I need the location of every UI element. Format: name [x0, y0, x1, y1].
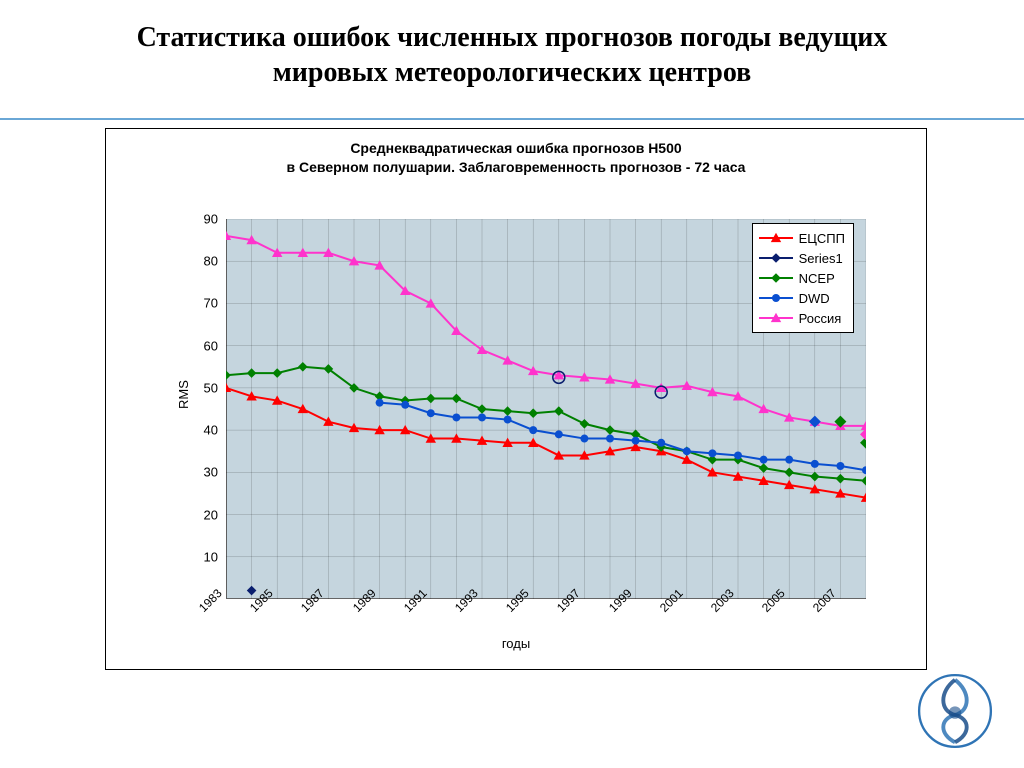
series-marker [323, 416, 333, 425]
y-tick-label: 70 [204, 296, 218, 311]
extra-marker [809, 416, 821, 428]
legend-swatch-icon [759, 231, 793, 245]
series-marker [528, 408, 538, 418]
y-tick-label: 40 [204, 423, 218, 438]
series-marker [707, 467, 717, 476]
series-marker [298, 362, 308, 372]
series-marker [758, 404, 768, 413]
y-tick-label: 90 [204, 212, 218, 227]
y-tick-label: 80 [204, 254, 218, 269]
series-marker [862, 466, 866, 474]
y-tick-label: 10 [204, 549, 218, 564]
legend-label: Россия [799, 311, 842, 326]
series-marker [529, 426, 537, 434]
series-marker [504, 416, 512, 424]
series-marker [810, 472, 820, 482]
series-marker [708, 449, 716, 457]
series-marker [784, 468, 794, 478]
slide-title: Статистика ошибок численных прогнозов по… [80, 20, 944, 90]
series-marker [376, 399, 384, 407]
legend-swatch-icon [759, 311, 793, 325]
legend-label: NCEP [799, 271, 835, 286]
series-marker [734, 451, 742, 459]
series-marker [247, 586, 257, 596]
chart-frame: Среднеквадратическая ошибка прогнозов H5… [105, 128, 927, 670]
series-marker [427, 409, 435, 417]
x-tick-label: 1983 [196, 586, 225, 615]
series-marker [477, 404, 487, 414]
legend-item: Россия [759, 308, 845, 328]
series-marker [580, 435, 588, 443]
y-tick-label: 50 [204, 380, 218, 395]
series-marker [759, 463, 769, 473]
series-marker [247, 368, 257, 378]
series-line [226, 367, 866, 481]
legend-item: DWD [759, 288, 845, 308]
series-marker [401, 401, 409, 409]
plot-area: 1020304050607080901983198519871989199119… [226, 219, 866, 599]
series-marker [226, 383, 231, 392]
legend-item: Series1 [759, 248, 845, 268]
chart-title-line1: Среднеквадратическая ошибка прогнозов H5… [350, 140, 681, 156]
series-marker [503, 406, 513, 416]
series-marker [811, 460, 819, 468]
legend-swatch-icon [759, 291, 793, 305]
series-marker [426, 298, 436, 307]
legend-swatch-icon [759, 271, 793, 285]
series-marker [554, 406, 564, 416]
series-marker [478, 413, 486, 421]
series-marker [452, 394, 462, 404]
series-marker [760, 456, 768, 464]
series-marker [426, 394, 436, 404]
series-marker [226, 370, 231, 380]
series-marker [605, 425, 615, 435]
legend-label: ЕЦСПП [799, 231, 845, 246]
x-axis-title: годы [106, 636, 926, 651]
chart-title: Среднеквадратическая ошибка прогнозов H5… [106, 139, 926, 177]
roshydromet-logo-icon [916, 672, 994, 750]
chart-title-line2: в Северном полушарии. Заблаговременность… [287, 159, 746, 175]
legend-item: NCEP [759, 268, 845, 288]
legend-swatch-icon [759, 251, 793, 265]
series-marker [272, 368, 282, 378]
series-marker [657, 439, 665, 447]
series-marker [452, 413, 460, 421]
legend-label: Series1 [799, 251, 843, 266]
series-marker [785, 456, 793, 464]
series-marker [836, 462, 844, 470]
series-marker [683, 447, 691, 455]
legend: ЕЦСПП Series1 NCEP DWD Россия [752, 223, 854, 333]
y-axis-title: RMS [176, 380, 191, 409]
legend-label: DWD [799, 291, 830, 306]
series-marker [836, 474, 846, 484]
legend-item: ЕЦСПП [759, 228, 845, 248]
title-divider [0, 118, 1024, 120]
y-tick-label: 60 [204, 338, 218, 353]
series-marker [861, 476, 866, 486]
series-marker [632, 437, 640, 445]
series-line [226, 388, 866, 498]
series-marker [606, 435, 614, 443]
series-marker [555, 430, 563, 438]
series-marker [580, 419, 590, 429]
y-tick-label: 20 [204, 507, 218, 522]
y-tick-label: 30 [204, 465, 218, 480]
